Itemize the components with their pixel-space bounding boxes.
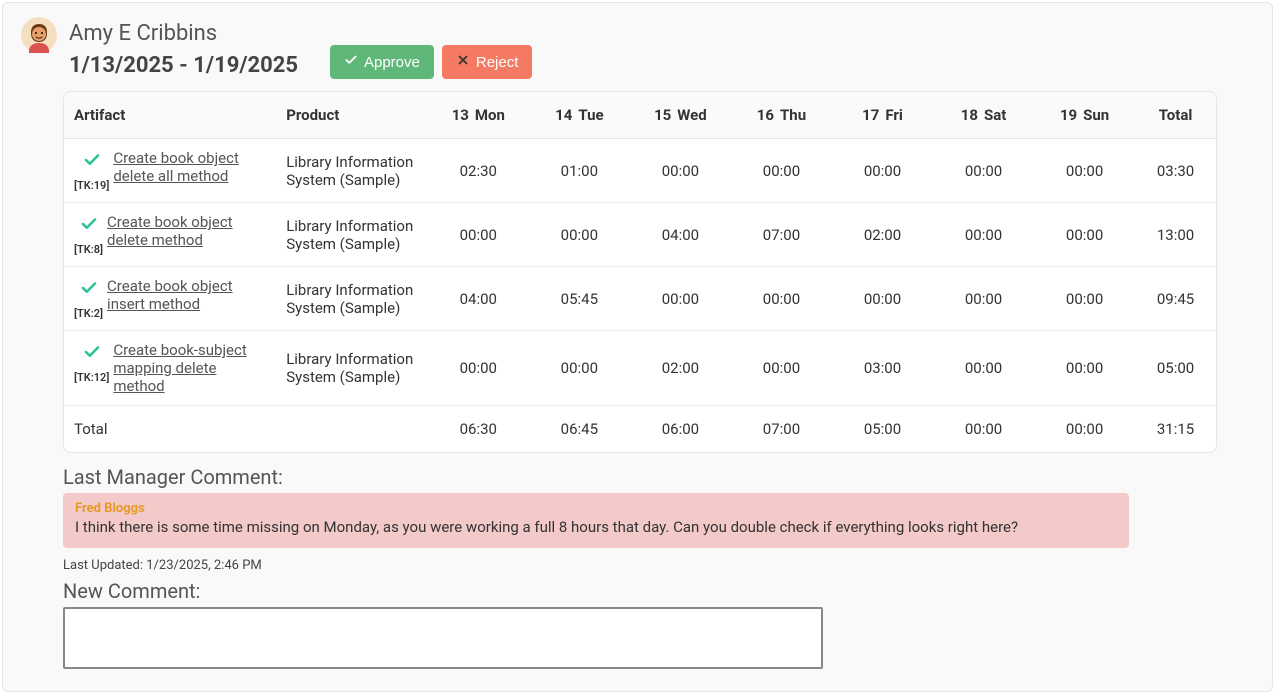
time-cell: 05:45 bbox=[529, 267, 630, 331]
col-artifact: Artifact bbox=[64, 92, 276, 139]
task-id: [TK:12] bbox=[74, 371, 109, 384]
totals-label: Total bbox=[64, 406, 276, 453]
time-cell: 02:00 bbox=[630, 331, 731, 406]
avatar bbox=[21, 17, 57, 53]
time-cell: 01:00 bbox=[529, 139, 630, 203]
comment-text: I think there is some time missing on Mo… bbox=[75, 518, 1117, 536]
col-day-5: 18Sat bbox=[933, 92, 1034, 139]
table-row: [TK:8] Create book object delete method Li… bbox=[64, 203, 1216, 267]
artifact-link[interactable]: Create book object delete all method bbox=[113, 149, 266, 185]
time-cell: 03:00 bbox=[832, 331, 933, 406]
artifact-link[interactable]: Create book-subject mapping delete metho… bbox=[113, 341, 266, 395]
time-cell: 00:00 bbox=[529, 203, 630, 267]
time-cell: 04:00 bbox=[630, 203, 731, 267]
time-cell: 02:30 bbox=[428, 139, 529, 203]
last-comment-label: Last Manager Comment: bbox=[63, 465, 1217, 489]
task-id: [TK:19] bbox=[74, 179, 109, 192]
manager-comment-box: Fred Bloggs I think there is some time m… bbox=[63, 493, 1129, 548]
artifact-link[interactable]: Create book object insert method bbox=[107, 277, 266, 313]
totals-cell: 00:00 bbox=[933, 406, 1034, 453]
time-cell: 00:00 bbox=[1034, 139, 1135, 203]
time-cell: 00:00 bbox=[933, 331, 1034, 406]
col-day-6: 19Sun bbox=[1034, 92, 1135, 139]
time-cell: 00:00 bbox=[1034, 203, 1135, 267]
time-cell: 00:00 bbox=[1034, 331, 1135, 406]
task-complete-icon bbox=[80, 279, 98, 301]
time-cell: 04:00 bbox=[428, 267, 529, 331]
product-cell: Library Information System (Sample) bbox=[276, 203, 428, 267]
product-cell: Library Information System (Sample) bbox=[276, 267, 428, 331]
col-day-2: 15Wed bbox=[630, 92, 731, 139]
col-product: Product bbox=[276, 92, 428, 139]
time-cell: 00:00 bbox=[630, 139, 731, 203]
col-day-1: 14Tue bbox=[529, 92, 630, 139]
totals-row: Total06:3006:4506:0007:0005:0000:0000:00… bbox=[64, 406, 1216, 453]
task-complete-icon bbox=[80, 215, 98, 237]
header-row: Amy E Cribbins 1/13/2025 - 1/19/2025 App… bbox=[21, 17, 1254, 79]
time-cell: 00:00 bbox=[630, 267, 731, 331]
timesheet-table: Artifact Product 13Mon 14Tue 15Wed 16Thu… bbox=[64, 92, 1216, 452]
col-day-4: 17Fri bbox=[832, 92, 933, 139]
time-cell: 00:00 bbox=[731, 267, 832, 331]
time-cell: 00:00 bbox=[731, 331, 832, 406]
totals-cell: 07:00 bbox=[731, 406, 832, 453]
totals-cell: 06:45 bbox=[529, 406, 630, 453]
artifact-link[interactable]: Create book object delete method bbox=[107, 213, 266, 249]
time-cell: 02:00 bbox=[832, 203, 933, 267]
reject-label: Reject bbox=[476, 54, 519, 71]
time-cell: 00:00 bbox=[933, 139, 1034, 203]
task-complete-icon bbox=[83, 343, 101, 365]
time-cell: 00:00 bbox=[832, 267, 933, 331]
new-comment-label: New Comment: bbox=[63, 579, 1217, 603]
new-comment-input[interactable] bbox=[63, 607, 823, 669]
name-block: Amy E Cribbins 1/13/2025 - 1/19/2025 bbox=[69, 17, 298, 78]
task-id: [TK:2] bbox=[74, 307, 103, 320]
time-cell: 07:00 bbox=[731, 203, 832, 267]
check-icon bbox=[344, 53, 358, 71]
last-updated: Last Updated: 1/23/2025, 2:46 PM bbox=[63, 558, 1217, 573]
row-total: 05:00 bbox=[1135, 331, 1216, 406]
approve-button[interactable]: Approve bbox=[330, 45, 434, 79]
grand-total: 31:15 bbox=[1135, 406, 1216, 453]
product-cell: Library Information System (Sample) bbox=[276, 139, 428, 203]
time-cell: 00:00 bbox=[1034, 267, 1135, 331]
row-total: 13:00 bbox=[1135, 203, 1216, 267]
user-name: Amy E Cribbins bbox=[69, 21, 298, 47]
col-day-0: 13Mon bbox=[428, 92, 529, 139]
date-range: 1/13/2025 - 1/19/2025 bbox=[69, 53, 298, 78]
time-cell: 00:00 bbox=[428, 203, 529, 267]
totals-cell: 06:00 bbox=[630, 406, 731, 453]
approve-label: Approve bbox=[364, 54, 420, 71]
action-buttons: Approve Reject bbox=[330, 17, 532, 79]
time-cell: 00:00 bbox=[428, 331, 529, 406]
close-icon bbox=[456, 53, 470, 71]
col-day-3: 16Thu bbox=[731, 92, 832, 139]
totals-cell: 05:00 bbox=[832, 406, 933, 453]
table-row: [TK:2] Create book object insert method Li… bbox=[64, 267, 1216, 331]
timesheet-table-container: Artifact Product 13Mon 14Tue 15Wed 16Thu… bbox=[63, 91, 1217, 453]
time-cell: 00:00 bbox=[731, 139, 832, 203]
table-row: [TK:19] Create book object delete all met… bbox=[64, 139, 1216, 203]
timesheet-panel: Amy E Cribbins 1/13/2025 - 1/19/2025 App… bbox=[2, 2, 1273, 692]
task-id: [TK:8] bbox=[74, 243, 103, 256]
table-row: [TK:12] Create book-subject mapping delet… bbox=[64, 331, 1216, 406]
row-total: 09:45 bbox=[1135, 267, 1216, 331]
row-total: 03:30 bbox=[1135, 139, 1216, 203]
time-cell: 00:00 bbox=[832, 139, 933, 203]
time-cell: 00:00 bbox=[933, 267, 1034, 331]
product-cell: Library Information System (Sample) bbox=[276, 331, 428, 406]
time-cell: 00:00 bbox=[933, 203, 1034, 267]
time-cell: 00:00 bbox=[529, 331, 630, 406]
totals-cell: 06:30 bbox=[428, 406, 529, 453]
task-complete-icon bbox=[83, 151, 101, 173]
comment-author: Fred Bloggs bbox=[75, 501, 1117, 516]
col-total: Total bbox=[1135, 92, 1216, 139]
totals-cell: 00:00 bbox=[1034, 406, 1135, 453]
table-header-row: Artifact Product 13Mon 14Tue 15Wed 16Thu… bbox=[64, 92, 1216, 139]
reject-button[interactable]: Reject bbox=[442, 45, 533, 79]
